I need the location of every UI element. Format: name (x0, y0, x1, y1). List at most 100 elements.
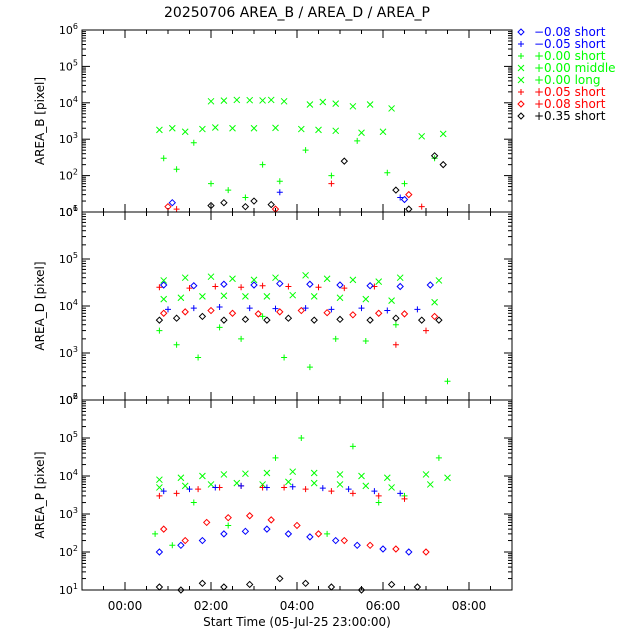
data-point (254, 310, 263, 318)
data-point (392, 186, 400, 194)
legend-marker (518, 53, 524, 59)
data-point (435, 277, 443, 284)
legend: −0.08 short−0.05 short+0.00 short+0.00 m… (517, 25, 616, 123)
y-axis-label: AREA_D [pixel] (33, 261, 47, 350)
data-point (195, 486, 202, 493)
data-point (259, 313, 266, 320)
data-point (233, 96, 241, 104)
data-point (207, 273, 215, 281)
y-tick-label: 106 (59, 204, 78, 219)
data-point (246, 96, 254, 104)
data-point (173, 490, 180, 497)
legend-item: +0.08 short (517, 97, 606, 111)
data-point (263, 484, 270, 491)
data-point (156, 327, 163, 334)
legend-label: +0.00 short (534, 49, 606, 63)
data-point (198, 312, 207, 321)
data-point (401, 495, 408, 502)
data-point (388, 105, 395, 112)
data-point (263, 316, 271, 324)
data-point (310, 469, 318, 477)
data-point (328, 172, 335, 179)
data-point (302, 486, 309, 493)
data-point (220, 583, 228, 591)
data-point (357, 586, 366, 594)
legend-marker (517, 28, 525, 36)
data-point (263, 469, 271, 477)
data-point (220, 316, 228, 324)
data-point (310, 316, 318, 324)
data-point (284, 530, 293, 538)
data-point (349, 276, 357, 284)
data-point (259, 282, 266, 289)
data-point (156, 484, 163, 491)
x-tick-label: 00:00 (108, 599, 143, 613)
y-tick-label: 102 (59, 544, 78, 559)
legend-marker (517, 64, 525, 72)
data-point (301, 579, 310, 588)
data-point (414, 306, 421, 313)
data-point (172, 314, 181, 322)
data-point (160, 277, 168, 284)
data-point (267, 200, 275, 209)
data-point (298, 435, 305, 441)
data-point (165, 306, 171, 313)
y-tick-label: 101 (59, 204, 78, 219)
data-point (374, 309, 383, 317)
data-point (332, 127, 340, 135)
data-point (169, 542, 176, 549)
data-point (401, 180, 408, 187)
data-point (323, 275, 331, 283)
data-point (431, 298, 438, 306)
data-point (159, 525, 168, 533)
data-point (220, 199, 228, 207)
data-point (212, 484, 219, 491)
data-point (229, 275, 236, 283)
data-point (216, 324, 223, 331)
data-point (202, 518, 211, 527)
data-point (302, 147, 309, 154)
data-point (306, 533, 314, 541)
data-point (387, 580, 396, 589)
data-point (444, 474, 451, 482)
legend-marker (518, 89, 524, 95)
data-point (173, 341, 180, 348)
data-point (160, 295, 168, 303)
data-point (366, 282, 374, 290)
data-point (225, 187, 232, 194)
data-point (263, 525, 271, 533)
legend-item: +0.00 short (518, 49, 606, 63)
data-point (186, 285, 193, 292)
data-point (224, 513, 232, 522)
data-point (259, 161, 266, 168)
data-point (397, 490, 404, 497)
data-point (199, 293, 206, 300)
data-point (435, 316, 443, 324)
y-tick-label: 105 (59, 251, 78, 266)
y-tick-label: 106 (59, 392, 78, 407)
data-point (155, 583, 164, 591)
data-point (199, 125, 206, 133)
y-axis-label: AREA_B [pixel] (33, 77, 47, 165)
data-point (444, 378, 451, 385)
data-point (289, 483, 296, 490)
panel-area-b: 101 102 103 104 105 106 AREA_B [pixel] (33, 22, 513, 219)
data-point (168, 124, 176, 132)
panel-area-p: 101 102 103 104 105 106 AREA_P [pixel] (33, 392, 513, 597)
legend-item: −0.05 short (518, 37, 606, 51)
panel-area-d: 102 103 104 105 106 AREA_D [pixel] (33, 204, 513, 407)
data-point (276, 189, 283, 196)
data-point (250, 276, 258, 284)
data-point (336, 315, 344, 324)
data-point (336, 481, 344, 488)
data-point (319, 98, 327, 106)
legend-marker (518, 41, 524, 47)
data-point (413, 583, 422, 591)
data-point (293, 521, 301, 530)
y-tick-label: 102 (59, 392, 78, 407)
chart-title: 20250706 AREA_B / AREA_D / AREA_P (164, 5, 430, 21)
x-tick-label: 08:00 (452, 599, 487, 613)
data-point (177, 474, 185, 482)
y-tick-label: 106 (59, 22, 78, 37)
